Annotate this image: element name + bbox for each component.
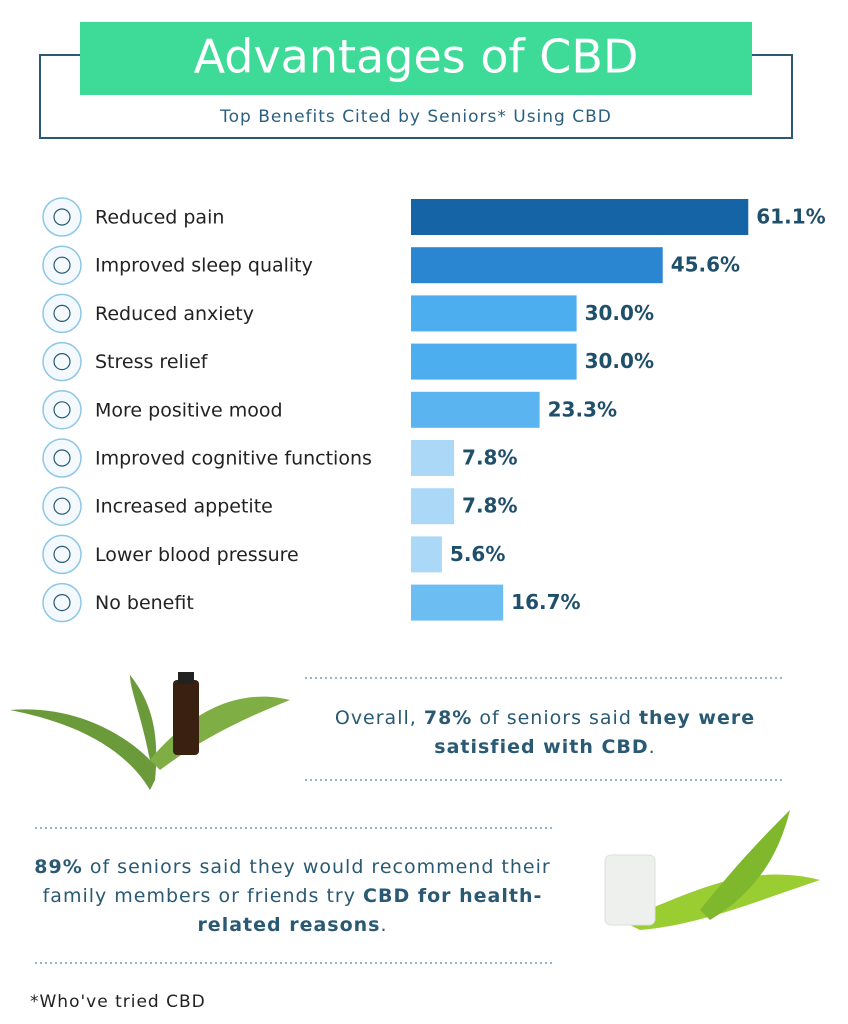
footnote: *Who've tried CBD — [30, 992, 206, 1012]
dividers — [35, 677, 782, 964]
value-label: 7.8% — [462, 494, 517, 518]
value-label: 30.0% — [585, 349, 654, 373]
category-icon-inner — [53, 353, 71, 371]
category-icon — [42, 486, 82, 526]
category-label: Stress relief — [95, 351, 209, 373]
category-label: Improved sleep quality — [95, 255, 313, 277]
category-label: No benefit — [95, 592, 194, 614]
category-icon — [42, 390, 82, 430]
category-icon-inner — [53, 256, 71, 274]
value-label: 61.1% — [756, 205, 825, 229]
note-text: of seniors said they would recommend the… — [42, 856, 551, 907]
bar — [411, 584, 504, 621]
leaf-illustration — [10, 672, 820, 930]
note-highlight: 78% — [423, 707, 473, 729]
category-icon-inner — [53, 545, 71, 564]
category-icon-inner — [53, 497, 71, 515]
category-icon — [42, 245, 82, 285]
subtitle: Top Benefits Cited by Seniors* Using CBD — [219, 107, 612, 127]
note-highlight: 89% — [34, 856, 83, 878]
category-icon-inner — [53, 593, 71, 612]
category-icon — [42, 582, 82, 623]
value-label: 23.3% — [548, 397, 617, 421]
note-text: . — [380, 914, 388, 936]
note-text: of seniors said — [472, 707, 639, 729]
bar — [411, 440, 455, 476]
note-highlight: CBD for health-related reasons — [197, 885, 543, 936]
bar — [411, 199, 749, 235]
category-icon — [42, 438, 82, 478]
bar — [411, 488, 455, 525]
bar — [411, 536, 442, 573]
category-icon — [42, 293, 82, 334]
category-icon-inner — [53, 449, 71, 467]
category-icon-inner — [53, 401, 71, 419]
category-label: Reduced anxiety — [95, 303, 254, 325]
category-label: Increased appetite — [95, 496, 273, 518]
category-label: Improved cognitive functions — [95, 448, 372, 470]
category-icon — [42, 534, 82, 575]
value-label: 45.6% — [671, 253, 740, 277]
note-text: Overall, — [334, 707, 424, 729]
category-icon-inner — [53, 208, 71, 226]
title: Advantages of CBD — [194, 30, 639, 84]
value-label: 5.6% — [450, 542, 505, 566]
category-label: Lower blood pressure — [95, 544, 299, 566]
title-banner — [80, 22, 752, 95]
note: Overall, 78% of seniors said they were s… — [300, 704, 790, 762]
value-label: 7.8% — [462, 446, 517, 470]
category-label: Reduced pain — [95, 207, 224, 229]
note-highlight: they were satisfied with CBD — [434, 707, 756, 758]
bar — [411, 295, 577, 332]
value-label: 16.7% — [511, 590, 580, 614]
category-label: More positive mood — [95, 399, 283, 421]
category-icon-inner — [53, 304, 71, 322]
bar — [411, 343, 577, 380]
note: 89% of seniors said they would recommend… — [25, 853, 560, 940]
bar — [411, 391, 540, 428]
value-label: 30.0% — [585, 301, 654, 325]
bar — [411, 247, 663, 284]
category-icon — [42, 197, 82, 237]
note-text: . — [648, 736, 656, 758]
category-icon — [42, 341, 82, 382]
